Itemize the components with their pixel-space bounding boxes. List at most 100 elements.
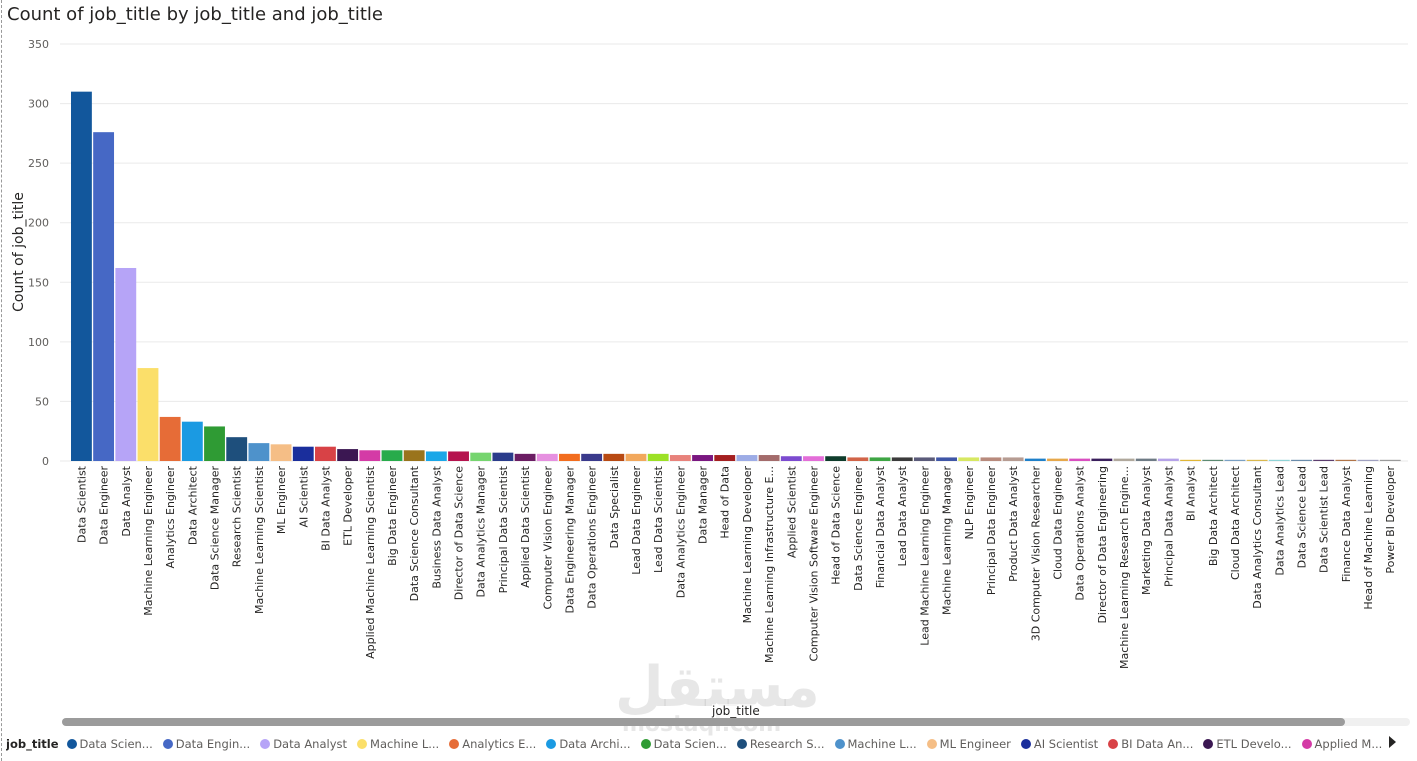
bar-lead-data-engineer[interactable] bbox=[625, 453, 647, 461]
legend-item[interactable]: Research S... bbox=[736, 737, 825, 751]
bar-machine-learning-research-engine[interactable] bbox=[1113, 458, 1135, 461]
bar-bi-analyst[interactable] bbox=[1180, 459, 1202, 461]
horizontal-scrollbar[interactable] bbox=[62, 718, 1410, 726]
bar-data-operations-engineer[interactable] bbox=[581, 453, 603, 461]
bar-head-of-data[interactable] bbox=[714, 455, 736, 461]
bar-ai-scientist[interactable] bbox=[292, 446, 314, 461]
bar-data-manager[interactable] bbox=[692, 455, 713, 461]
bar-data-analytics-consultant[interactable] bbox=[1246, 459, 1268, 461]
legend-next-arrow-icon[interactable] bbox=[1389, 736, 1396, 748]
bar-computer-vision-engineer[interactable] bbox=[536, 453, 558, 461]
legend-item[interactable]: Data Scien... bbox=[640, 737, 727, 751]
bar-head-of-machine-learning[interactable] bbox=[1357, 459, 1379, 461]
bar-cloud-data-engineer[interactable] bbox=[1047, 458, 1068, 461]
legend-item[interactable]: ETL Develo... bbox=[1203, 737, 1292, 751]
bar-product-data-analyst[interactable] bbox=[1002, 457, 1024, 461]
bar-head-of-data-science[interactable] bbox=[825, 456, 847, 461]
bar-nlp-engineer[interactable] bbox=[958, 457, 980, 461]
bar-marketing-data-analyst[interactable] bbox=[1135, 458, 1157, 461]
bar-power-bi-developer[interactable] bbox=[1379, 459, 1401, 461]
legend-dot-icon bbox=[926, 739, 937, 749]
bar-data-scientist-lead[interactable] bbox=[1313, 459, 1335, 461]
bar-director-of-data-engineering[interactable] bbox=[1091, 458, 1113, 461]
bar-applied-scientist[interactable] bbox=[780, 456, 802, 461]
bar-applied-machine-learning-scientist[interactable] bbox=[359, 450, 381, 461]
bar-data-engineering-manager[interactable] bbox=[559, 453, 580, 461]
bar-lead-data-scientist[interactable] bbox=[647, 453, 669, 461]
x-category-label: Marketing Data Analyst bbox=[1140, 465, 1153, 595]
bar-finance-data-analyst[interactable] bbox=[1335, 459, 1357, 461]
bar-data-operations-analyst[interactable] bbox=[1069, 458, 1091, 461]
legend-item[interactable]: Analytics E... bbox=[449, 737, 536, 751]
x-category-label: Applied Scientist bbox=[785, 465, 798, 558]
legend-item[interactable]: BI Data An... bbox=[1108, 737, 1193, 751]
legend-item[interactable]: Machine L... bbox=[834, 737, 917, 751]
x-category-label: Computer Vision Software Engineer bbox=[807, 466, 820, 662]
bar-principal-data-engineer[interactable] bbox=[980, 457, 1002, 461]
bar-data-scientist[interactable] bbox=[71, 91, 92, 461]
x-category-label: Head of Data bbox=[719, 466, 732, 539]
x-category-label: Head of Data Science bbox=[830, 466, 843, 585]
bar-principal-data-analyst[interactable] bbox=[1157, 458, 1179, 461]
legend-item[interactable]: Data Scien... bbox=[66, 737, 153, 751]
bar-3d-computer-vision-researcher[interactable] bbox=[1024, 458, 1046, 461]
bar-data-engineer[interactable] bbox=[93, 132, 115, 462]
bar-analytics-engineer[interactable] bbox=[159, 416, 181, 461]
scrollbar-thumb[interactable] bbox=[62, 718, 1345, 726]
bar-lead-data-analyst[interactable] bbox=[891, 457, 913, 461]
bar-cloud-data-architect[interactable] bbox=[1224, 459, 1246, 461]
bar-research-scientist[interactable] bbox=[226, 437, 248, 461]
bar-machine-learning-engineer[interactable] bbox=[137, 368, 159, 461]
bar-bi-data-analyst[interactable] bbox=[315, 446, 336, 461]
bar-applied-data-scientist[interactable] bbox=[514, 453, 536, 461]
x-category-label: Data Analytics Lead bbox=[1273, 466, 1286, 576]
y-tick-label: 200 bbox=[28, 217, 49, 230]
legend-items: Data Scien... Data Engin... Data Analyst Ma… bbox=[66, 737, 1386, 751]
bar-machine-learning-infrastructure-e[interactable] bbox=[758, 455, 780, 461]
x-category-label: Machine Learning Manager bbox=[941, 466, 954, 615]
legend-dot-icon bbox=[1020, 739, 1031, 749]
legend-item[interactable]: Applied M... bbox=[1301, 737, 1382, 751]
bar-machine-learning-manager[interactable] bbox=[936, 457, 957, 461]
bar-data-science-engineer[interactable] bbox=[847, 457, 869, 461]
bar-machine-learning-scientist[interactable] bbox=[248, 443, 270, 461]
legend-item[interactable]: ML Engineer bbox=[926, 737, 1011, 751]
bar-big-data-architect[interactable] bbox=[1202, 459, 1224, 461]
bar-machine-learning-developer[interactable] bbox=[736, 455, 758, 461]
bar-financial-data-analyst[interactable] bbox=[869, 457, 891, 461]
y-tick-label: 300 bbox=[28, 98, 49, 111]
bar-data-science-lead[interactable] bbox=[1291, 459, 1312, 461]
bar-etl-developer[interactable] bbox=[337, 449, 359, 461]
bar-principal-data-scientist[interactable] bbox=[492, 452, 514, 461]
x-category-label: 3D Computer Vision Researcher bbox=[1029, 466, 1042, 642]
legend-item[interactable]: Machine L... bbox=[357, 737, 439, 751]
x-category-label: Machine Learning Infrastructure E... bbox=[763, 466, 776, 663]
legend-item-label: Data Analyst bbox=[273, 737, 348, 751]
bar-data-analyst[interactable] bbox=[115, 267, 137, 461]
bar-ml-engineer[interactable] bbox=[270, 444, 292, 461]
x-category-label: Power BI Developer bbox=[1384, 466, 1397, 574]
bar-data-architect[interactable] bbox=[181, 421, 203, 461]
bar-director-of-data-science[interactable] bbox=[448, 451, 469, 461]
bar-computer-vision-software-engineer[interactable] bbox=[803, 456, 824, 461]
bar-business-data-analyst[interactable] bbox=[425, 451, 447, 461]
legend-dot-icon bbox=[260, 739, 271, 749]
bar-data-analytics-engineer[interactable] bbox=[669, 455, 691, 461]
x-category-label: Data Analytics Manager bbox=[475, 466, 488, 598]
x-category-label: Product Data Analyst bbox=[1007, 465, 1020, 582]
bar-lead-machine-learning-engineer[interactable] bbox=[913, 457, 935, 461]
legend-item[interactable]: AI Scientist bbox=[1020, 737, 1098, 751]
bar-big-data-engineer[interactable] bbox=[381, 450, 403, 461]
x-category-label: Cloud Data Engineer bbox=[1051, 466, 1064, 580]
legend-item[interactable]: Data Archi... bbox=[546, 737, 631, 751]
bar-data-specialist[interactable] bbox=[603, 453, 625, 461]
x-category-label: Data Scientist Lead bbox=[1318, 466, 1331, 573]
x-category-label: Data Analytics Engineer bbox=[674, 466, 687, 599]
bar-data-analytics-lead[interactable] bbox=[1268, 459, 1290, 461]
bar-data-analytics-manager[interactable] bbox=[470, 452, 492, 461]
x-category-label: NLP Engineer bbox=[963, 466, 976, 540]
legend-item[interactable]: Data Analyst bbox=[260, 737, 347, 751]
bar-data-science-consultant[interactable] bbox=[403, 450, 425, 461]
legend-item[interactable]: Data Engin... bbox=[162, 737, 250, 751]
bar-data-science-manager[interactable] bbox=[204, 426, 225, 461]
